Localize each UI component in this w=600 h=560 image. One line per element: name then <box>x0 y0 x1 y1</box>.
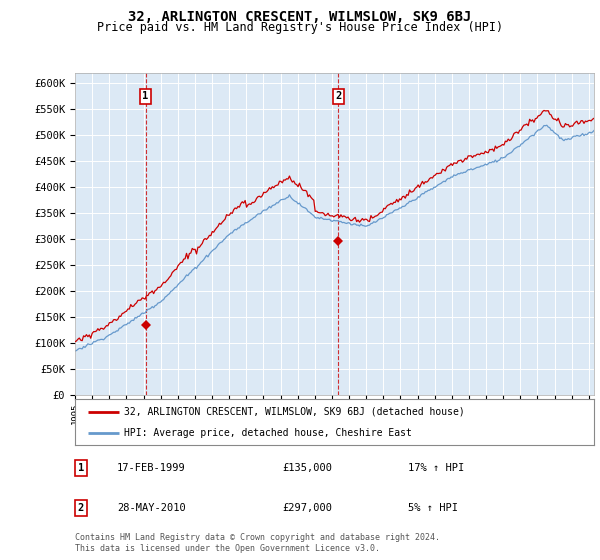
Text: 17% ↑ HPI: 17% ↑ HPI <box>408 463 464 473</box>
Text: 28-MAY-2010: 28-MAY-2010 <box>117 503 186 513</box>
Text: 1: 1 <box>78 463 84 473</box>
Text: Contains HM Land Registry data © Crown copyright and database right 2024.
This d: Contains HM Land Registry data © Crown c… <box>75 533 440 553</box>
Text: 2: 2 <box>335 91 341 101</box>
Text: HPI: Average price, detached house, Cheshire East: HPI: Average price, detached house, Ches… <box>124 428 412 438</box>
Text: 17-FEB-1999: 17-FEB-1999 <box>117 463 186 473</box>
Text: 5% ↑ HPI: 5% ↑ HPI <box>408 503 458 513</box>
Text: 1: 1 <box>142 91 149 101</box>
Text: 32, ARLINGTON CRESCENT, WILMSLOW, SK9 6BJ: 32, ARLINGTON CRESCENT, WILMSLOW, SK9 6B… <box>128 10 472 24</box>
Text: 32, ARLINGTON CRESCENT, WILMSLOW, SK9 6BJ (detached house): 32, ARLINGTON CRESCENT, WILMSLOW, SK9 6B… <box>124 407 465 417</box>
Text: 2: 2 <box>78 503 84 513</box>
Text: Price paid vs. HM Land Registry's House Price Index (HPI): Price paid vs. HM Land Registry's House … <box>97 21 503 34</box>
Text: £297,000: £297,000 <box>282 503 332 513</box>
Text: £135,000: £135,000 <box>282 463 332 473</box>
